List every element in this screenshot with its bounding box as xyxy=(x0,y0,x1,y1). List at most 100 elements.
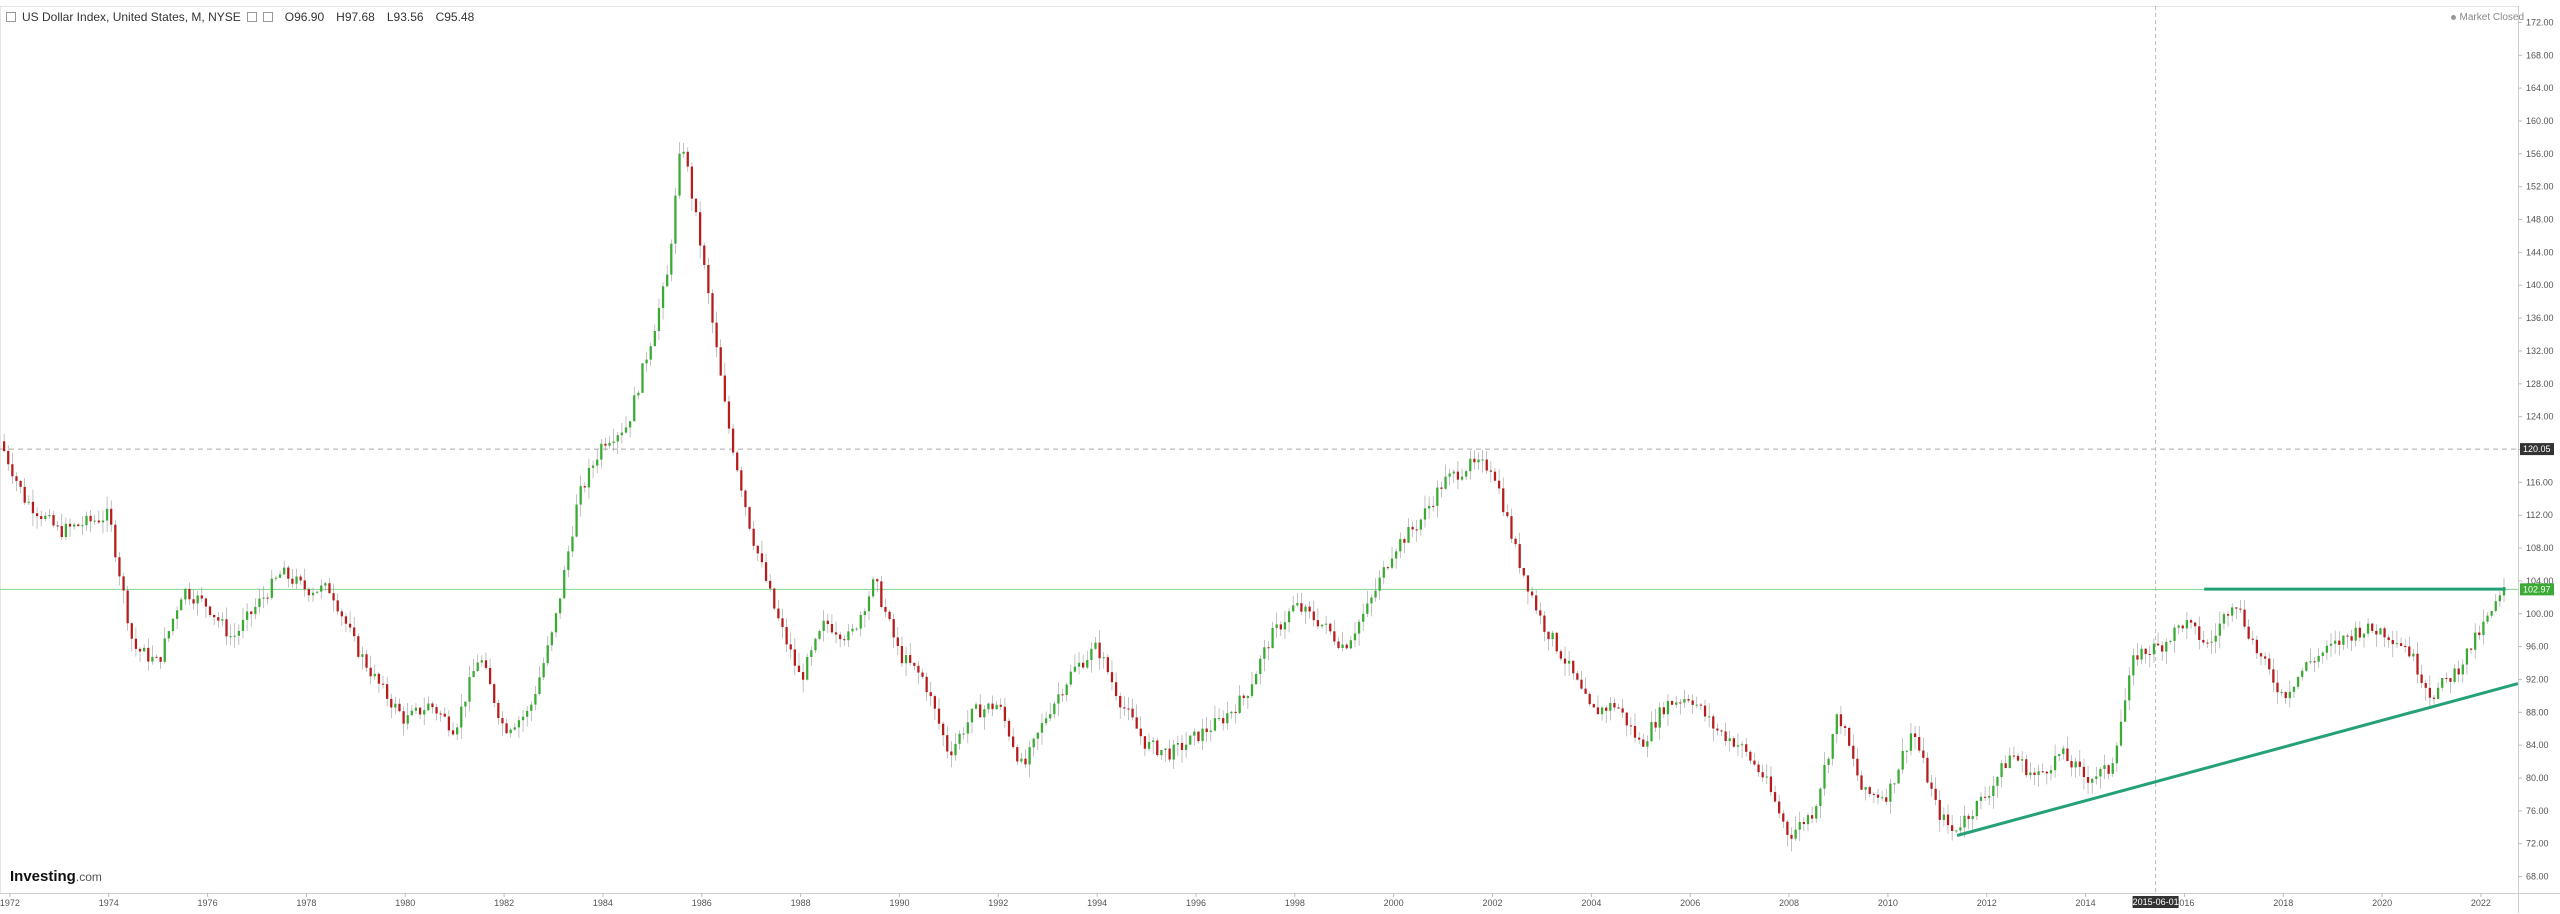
candle-up xyxy=(361,654,364,657)
candle-down xyxy=(2371,623,2374,631)
candle-up xyxy=(81,525,84,527)
candle-down xyxy=(2268,658,2271,670)
candle-up xyxy=(1049,714,1052,719)
x-tick-label: 1984 xyxy=(593,898,613,908)
candle-down xyxy=(204,598,208,607)
candle-up xyxy=(1460,476,1464,480)
candle-down xyxy=(200,595,203,599)
candle-up xyxy=(1675,702,1678,705)
candle-down xyxy=(1127,708,1130,710)
candle-up xyxy=(1959,827,1962,831)
candle-down xyxy=(56,525,59,527)
candle-up xyxy=(1683,699,1686,703)
candle-down xyxy=(2416,653,2419,675)
candle-down xyxy=(1456,471,1460,480)
candle-up xyxy=(2053,755,2057,771)
candle-down xyxy=(287,567,290,579)
y-tick-label: 80.00 xyxy=(2526,773,2549,783)
close-value: C95.48 xyxy=(435,10,475,24)
candle-down xyxy=(2428,687,2431,698)
candle-up xyxy=(1217,718,1221,720)
candle-down xyxy=(917,665,920,673)
candle-down xyxy=(402,711,405,724)
candle-down xyxy=(769,580,772,589)
candle-up xyxy=(587,467,591,488)
candle-down xyxy=(431,703,434,708)
x-tick-label: 1990 xyxy=(889,898,909,908)
chart-title: US Dollar Index, United States, M, NYSE xyxy=(22,10,241,24)
candle-down xyxy=(2387,637,2390,641)
candle-up xyxy=(867,596,871,612)
candle-down xyxy=(884,606,887,612)
candle-down xyxy=(217,617,220,621)
candle-down xyxy=(937,708,941,724)
candle-down xyxy=(266,597,269,599)
candle-up xyxy=(1353,633,1357,641)
candle-up xyxy=(1942,814,1946,820)
candle-up xyxy=(2309,661,2312,663)
candle-up xyxy=(1238,695,1241,713)
candle-up xyxy=(2334,640,2337,644)
candle-down xyxy=(192,599,195,604)
candle-up xyxy=(464,701,467,707)
candle-down xyxy=(719,347,722,376)
candle-down xyxy=(756,545,759,554)
y-tick-label: 140.00 xyxy=(2526,280,2554,290)
candle-down xyxy=(1440,487,1443,489)
candle-up xyxy=(2412,653,2415,657)
x-tick-label: 2008 xyxy=(1779,898,1799,908)
candle-down xyxy=(2070,761,2073,768)
candle-up xyxy=(2058,754,2061,756)
low-value: L93.56 xyxy=(386,10,424,24)
x-tick-label: 2010 xyxy=(1878,898,1898,908)
candle-down xyxy=(1621,708,1624,713)
candle-down xyxy=(1386,567,1390,569)
candle-down xyxy=(2016,755,2020,761)
candle-up xyxy=(163,638,166,662)
candle-down xyxy=(2445,677,2448,679)
candle-up xyxy=(468,677,471,702)
close-icon[interactable] xyxy=(262,12,273,22)
candle-down xyxy=(1131,708,1134,718)
candle-down xyxy=(134,638,138,649)
y-tick-label: 92.00 xyxy=(2526,674,2549,684)
candle-down xyxy=(793,649,796,666)
candle-down xyxy=(340,611,343,617)
candle-up xyxy=(649,346,652,360)
candle-up xyxy=(2021,759,2024,761)
candle-up xyxy=(423,710,426,715)
candle-down xyxy=(1415,529,1418,531)
settings-icon[interactable] xyxy=(246,12,257,22)
candle-down xyxy=(1843,726,1847,728)
candle-down xyxy=(698,212,702,246)
candle-up xyxy=(987,703,990,710)
candle-down xyxy=(114,524,117,558)
candle-up xyxy=(1201,728,1204,742)
candle-up xyxy=(2099,768,2102,777)
candle-up xyxy=(2502,587,2506,596)
candle-down xyxy=(921,672,924,677)
candle-up xyxy=(871,579,875,597)
candle-down xyxy=(1588,693,1591,705)
candle-down xyxy=(1205,728,1208,733)
candle-down xyxy=(2243,609,2246,627)
candle-up xyxy=(1436,487,1439,506)
candle-up xyxy=(2222,614,2226,624)
candle-up xyxy=(1827,758,1830,766)
candle-down xyxy=(1876,794,1880,798)
candle-down xyxy=(303,580,306,590)
candle-up xyxy=(1831,734,1834,759)
candle-down xyxy=(31,501,35,514)
candle-up xyxy=(970,708,974,723)
candle-down xyxy=(1555,632,1558,652)
candle-up xyxy=(822,620,825,631)
candle-down xyxy=(2136,655,2139,660)
collapse-icon[interactable] xyxy=(6,12,16,22)
candle-down xyxy=(1922,750,1925,758)
candle-down xyxy=(826,620,829,625)
candle-up xyxy=(476,662,479,672)
candle-up xyxy=(1374,590,1377,598)
candle-down xyxy=(991,703,994,710)
candle-up xyxy=(513,727,516,730)
